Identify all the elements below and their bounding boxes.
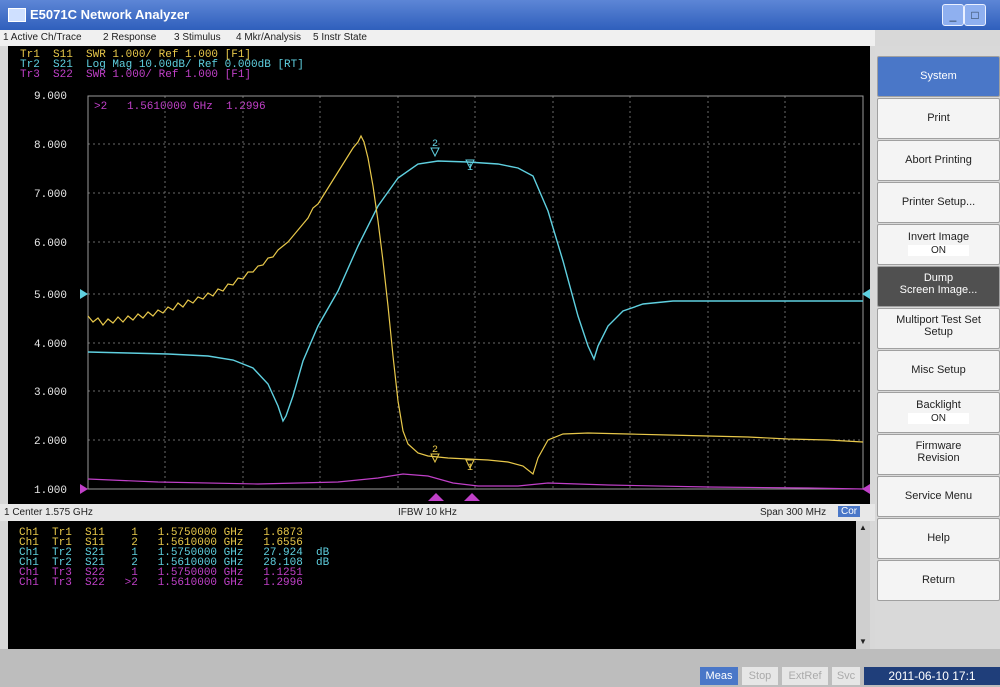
y-tick-label: 7.000: [34, 189, 67, 201]
grid: [88, 96, 863, 489]
y-tick-label: 5.000: [34, 290, 67, 302]
datetime: 2011-06-10 17:1: [864, 667, 1000, 685]
trace-header-tr2[interactable]: Tr2 S21 Log Mag 10.00dB/ Ref 0.000dB [RT…: [20, 59, 304, 71]
minimize-icon[interactable]: _: [942, 4, 964, 26]
trace-tr3-s22: [87, 473, 864, 490]
trace-svg: 9.000 8.000 7.000 6.000 5.000 4.000 3.00…: [34, 91, 870, 501]
window-title: E5071C Network Analyzer: [30, 7, 190, 22]
marker-1-tr1[interactable]: [465, 459, 475, 470]
marker-1-tr3[interactable]: [464, 493, 480, 501]
marker-2-tr2[interactable]: [430, 147, 440, 158]
softkey-service-menu[interactable]: Service Menu: [877, 476, 1000, 517]
span[interactable]: Span 300 MHz: [760, 507, 827, 518]
markers: 2 1 2 1: [428, 139, 480, 501]
marker-2-label: 2: [432, 445, 438, 456]
stop-status: Stop: [742, 667, 778, 685]
marker-table-scrollbar[interactable]: ▲ ▼: [856, 521, 870, 649]
menu-active-ch-trace[interactable]: 1 Active Ch/Trace: [3, 32, 82, 43]
app-icon: [8, 8, 26, 22]
graticule-border: [87, 95, 864, 490]
svc-status: Svc: [832, 667, 860, 685]
softkey-return[interactable]: Return: [877, 560, 1000, 601]
tr3-ref-arrow-right[interactable]: [862, 484, 870, 494]
marker-row: Ch1 Tr2 S21 1 1.5750000 GHz 27.924 dB: [19, 547, 330, 559]
meas-status: Meas: [700, 667, 738, 685]
invert-image-value: ON: [908, 245, 969, 256]
scroll-down-icon[interactable]: ▼: [859, 637, 867, 646]
trace-tr2-s21: [87, 160, 863, 423]
instrument-status-bar: Meas Stop ExtRef Svc 2011-06-10 17:1: [0, 649, 1000, 687]
marker-row: Ch1 Tr1 S11 2 1.5610000 GHz 1.6556: [19, 537, 303, 549]
menu-bar: 1 Active Ch/Trace 2 Response 3 Stimulus …: [0, 30, 875, 46]
y-tick-label: 1.000: [34, 485, 67, 497]
channel-status-bar: 1 Center 1.575 GHz IFBW 10 kHz Span 300 …: [0, 504, 875, 521]
active-marker-readout: >2 1.5610000 GHz 1.2996: [94, 101, 266, 113]
marker-row: Ch1 Tr3 S22 >2 1.5610000 GHz 1.2996: [19, 577, 303, 589]
tr2-ref-arrow-left[interactable]: [80, 289, 88, 299]
menu-response[interactable]: 2 Response: [103, 32, 157, 43]
scroll-up-icon[interactable]: ▲: [859, 523, 867, 532]
trace-tr1-s11: [87, 134, 864, 476]
softkey-misc-setup[interactable]: Misc Setup: [877, 350, 1000, 391]
backlight-value: ON: [908, 413, 969, 424]
y-tick-label: 3.000: [34, 387, 67, 399]
menu-stimulus[interactable]: 3 Stimulus: [174, 32, 221, 43]
extref-status: ExtRef: [782, 667, 828, 685]
marker-table: Ch1 Tr1 S11 1 1.5750000 GHz 1.6873 Ch1 T…: [8, 521, 870, 649]
softkey-invert-image[interactable]: Invert Image ON: [877, 224, 1000, 265]
softkey-backlight[interactable]: Backlight ON: [877, 392, 1000, 433]
softkey-system[interactable]: System: [877, 56, 1000, 97]
softkey-print[interactable]: Print: [877, 98, 1000, 139]
softkey-multiport-test-set[interactable]: Multiport Test Set Setup: [877, 308, 1000, 349]
trace-header-tr3[interactable]: Tr3 S22 SWR 1.000/ Ref 1.000 [F1]: [20, 69, 252, 81]
trace-display[interactable]: Tr1 S11 SWR 1.000/ Ref 1.000 [F1] Tr2 S2…: [8, 46, 870, 504]
tr3-ref-arrow-left[interactable]: [80, 484, 88, 494]
softkey-panel: System Print Abort Printing Printer Setu…: [875, 46, 1000, 649]
marker-2-tr3[interactable]: [428, 493, 444, 501]
tr2-ref-arrow-right[interactable]: [862, 289, 870, 299]
softkey-printer-setup[interactable]: Printer Setup...: [877, 182, 1000, 223]
y-tick-label: 8.000: [34, 140, 67, 152]
trace-header-tr1[interactable]: Tr1 S11 SWR 1.000/ Ref 1.000 [F1]: [20, 49, 252, 61]
marker-row: Ch1 Tr3 S22 1 1.5750000 GHz 1.1251: [19, 567, 303, 579]
y-tick-label: 4.000: [34, 339, 67, 351]
softkey-abort-printing[interactable]: Abort Printing: [877, 140, 1000, 181]
menu-mkr-analysis[interactable]: 4 Mkr/Analysis: [236, 32, 302, 43]
y-axis-labels: 9.000 8.000 7.000 6.000 5.000 4.000 3.00…: [34, 91, 67, 497]
ifbw[interactable]: IFBW 10 kHz: [398, 507, 457, 518]
center-frequency[interactable]: 1 Center 1.575 GHz: [4, 507, 93, 518]
softkey-firmware-revision[interactable]: Firmware Revision: [877, 434, 1000, 475]
marker-1-tr2[interactable]: [465, 159, 475, 170]
y-tick-label: 9.000: [34, 91, 67, 103]
y-tick-label: 6.000: [34, 238, 67, 250]
marker-row: Ch1 Tr1 S11 1 1.5750000 GHz 1.6873: [19, 527, 303, 539]
y-tick-label: 2.000: [34, 436, 67, 448]
menu-instr-state[interactable]: 5 Instr State: [313, 32, 367, 43]
title-bar: E5071C Network Analyzer _ □: [0, 0, 1000, 30]
marker-2-label: 2: [432, 139, 438, 150]
maximize-icon[interactable]: □: [964, 4, 986, 26]
marker-row: Ch1 Tr2 S21 2 1.5610000 GHz 28.108 dB: [19, 557, 330, 569]
softkey-dump-screen-image[interactable]: Dump Screen Image...: [877, 266, 1000, 307]
marker-2-tr1[interactable]: [430, 453, 440, 464]
softkey-help[interactable]: Help: [877, 518, 1000, 559]
correction-badge: Cor: [838, 506, 861, 517]
